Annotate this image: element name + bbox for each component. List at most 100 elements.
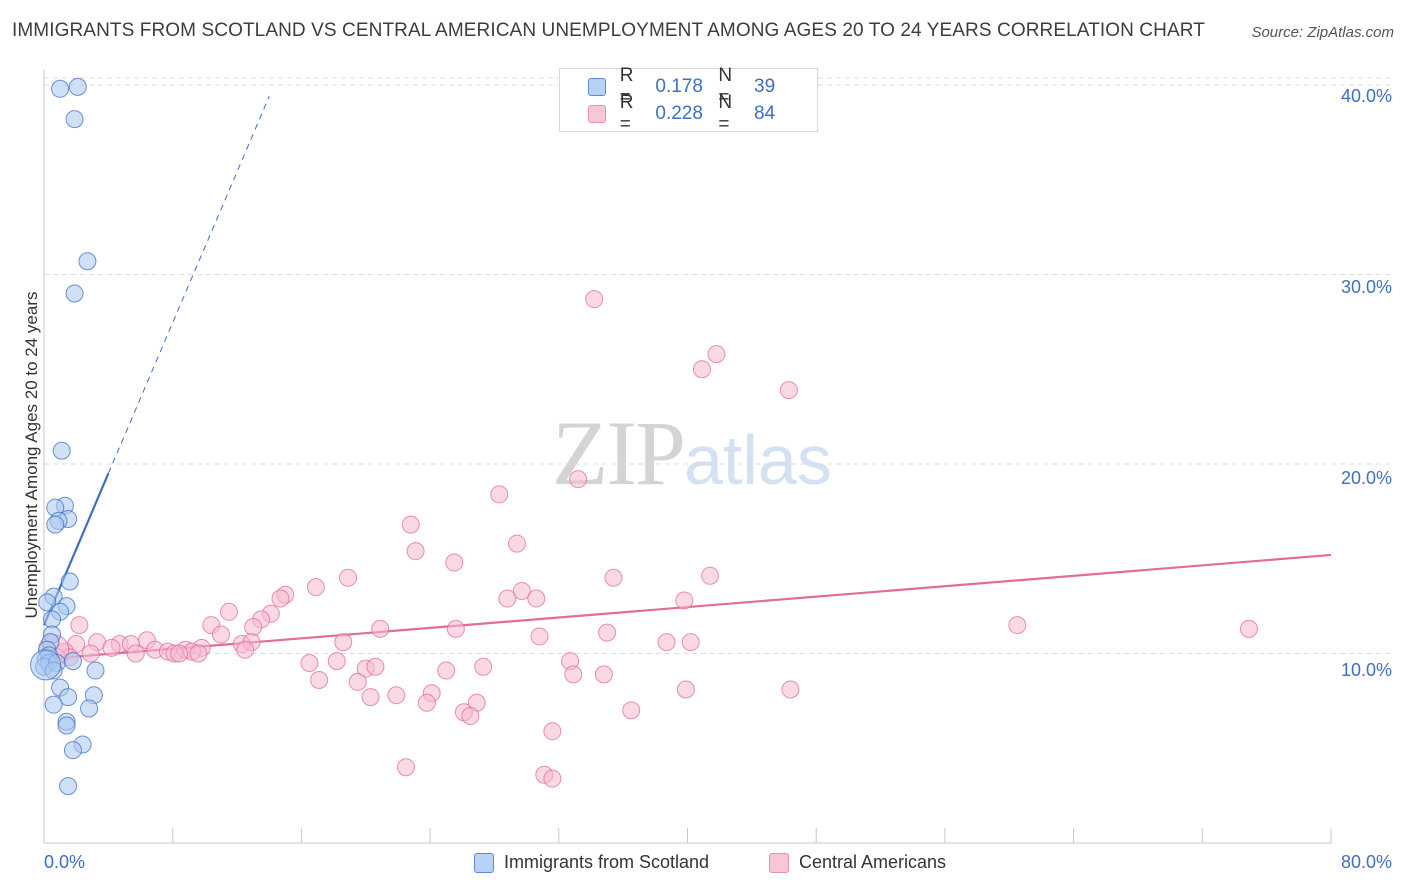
central-americans-point	[675, 591, 694, 610]
central-americans-point	[387, 686, 406, 705]
n-label: N =	[718, 92, 733, 135]
scotland-point	[63, 741, 82, 760]
central-americans-point	[310, 671, 329, 690]
r-label: R =	[619, 92, 634, 135]
series-legend: Immigrants from Scotland Central America…	[0, 852, 1406, 878]
central-americans-point	[527, 589, 546, 608]
central-americans-point	[348, 672, 367, 691]
central-americans-point	[236, 640, 255, 659]
central-americans-point	[569, 470, 588, 489]
central-americans-point	[594, 665, 613, 684]
central-americans-point	[507, 534, 526, 553]
central-americans-point	[306, 578, 325, 597]
stats-row-scotland: R = 0.178 N = 39	[560, 65, 817, 108]
stats-row-central-americans: R = 0.228 N = 84	[560, 92, 817, 135]
scotland-point	[65, 284, 84, 303]
central-americans-point	[1008, 616, 1027, 635]
scotland-point	[44, 695, 63, 714]
source-credit: Source: ZipAtlas.com	[1251, 24, 1394, 41]
central-americans-point	[401, 515, 420, 534]
central-americans-points	[38, 290, 1258, 788]
scotland-trend-extension	[107, 96, 270, 474]
central-americans-point	[681, 633, 700, 652]
central-americans-point	[781, 680, 800, 699]
y-axis-label: Unemployment Among Ages 20 to 24 years	[22, 291, 41, 619]
central-americans-point	[334, 633, 353, 652]
scotland-point	[59, 688, 78, 707]
central-americans-point	[417, 693, 436, 712]
scotland-point	[43, 610, 62, 629]
r-label: R =	[619, 65, 634, 108]
scotland-point	[80, 699, 99, 718]
scotland-point	[63, 652, 82, 671]
central-americans-point	[461, 707, 480, 726]
legend-label: Central Americans	[799, 852, 947, 872]
legend-item-central-americans: Central Americans	[769, 852, 946, 873]
central-americans-point	[498, 589, 517, 608]
scotland-point	[57, 716, 76, 735]
central-americans-point	[474, 657, 493, 676]
blue-swatch	[588, 78, 606, 96]
central-americans-point	[676, 680, 695, 699]
scotland-point	[60, 572, 79, 591]
central-americans-point	[211, 625, 230, 644]
central-americans-point	[361, 688, 380, 707]
central-americans-point	[437, 661, 456, 680]
scotland-point	[78, 252, 97, 271]
scotland-point	[68, 77, 87, 96]
axes	[43, 70, 1332, 844]
pink-swatch	[588, 105, 606, 123]
central-americans-point	[564, 665, 583, 684]
central-americans-point	[692, 360, 711, 379]
scotland-point	[38, 593, 57, 612]
central-americans-point	[543, 769, 562, 788]
n-value: 39	[754, 76, 776, 97]
central-americans-point	[701, 566, 720, 585]
central-americans-point	[244, 617, 263, 636]
scotland-points	[30, 77, 105, 796]
x-tick-max: 80.0%	[1340, 852, 1392, 872]
central-americans-point	[70, 616, 89, 635]
central-americans-point	[189, 644, 208, 663]
r-value: 0.228	[655, 103, 703, 124]
y-tick-label: 30.0%	[1340, 277, 1392, 297]
central-americans-point	[585, 290, 604, 309]
central-americans-point	[396, 758, 415, 777]
central-americans-point	[81, 644, 100, 663]
scotland-point	[30, 649, 62, 681]
scotland-point	[52, 441, 71, 460]
central-americans-point	[779, 381, 798, 400]
central-americans-point	[445, 553, 464, 572]
r-value: 0.178	[655, 76, 703, 97]
central-americans-point	[490, 485, 509, 504]
central-americans-point	[1239, 619, 1258, 638]
scotland-point	[65, 110, 84, 129]
y-tick-label: 40.0%	[1340, 86, 1392, 106]
central-americans-point	[220, 602, 239, 621]
y-tick-label: 20.0%	[1340, 468, 1392, 488]
central-americans-point	[300, 653, 319, 672]
legend-label: Immigrants from Scotland	[504, 852, 710, 872]
blue-swatch	[474, 852, 494, 873]
central-americans-point	[543, 722, 562, 741]
central-americans-point	[366, 657, 385, 676]
scotland-point	[59, 777, 78, 796]
central-americans-point	[126, 644, 145, 663]
x-tick-min: 0.0%	[44, 852, 86, 872]
trend-lines	[42, 96, 1332, 661]
stats-legend: R = 0.178 N = 39 R = 0.228 N = 84	[559, 65, 818, 135]
central-americans-point	[339, 568, 358, 587]
central-americans-point	[707, 345, 726, 364]
n-label: N =	[718, 65, 733, 108]
central-americans-point	[604, 568, 623, 587]
central-americans-point	[327, 652, 346, 671]
legend-item-scotland: Immigrants from Scotland	[474, 852, 709, 873]
central-americans-point	[530, 627, 549, 646]
scotland-point	[86, 661, 105, 680]
central-americans-point	[271, 589, 290, 608]
central-americans-point	[598, 623, 617, 642]
chart-title: IMMIGRANTS FROM SCOTLAND VS CENTRAL AMER…	[12, 20, 1205, 41]
pink-swatch	[769, 852, 789, 873]
y-tick-label: 10.0%	[1340, 660, 1392, 680]
